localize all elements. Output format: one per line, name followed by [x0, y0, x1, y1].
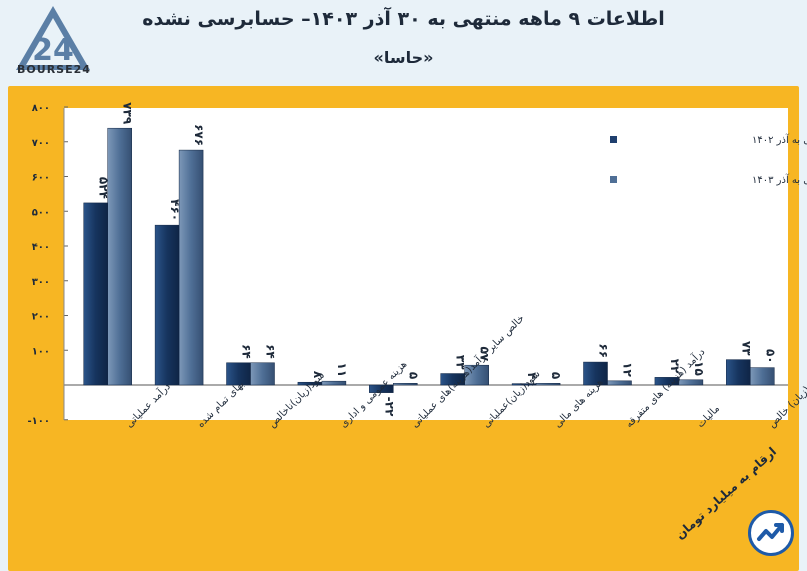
y-tick-label: ۳۰۰: [32, 277, 50, 288]
y-tick-label: -۱۰۰: [28, 416, 50, 427]
y-tick-label: ۸۰۰: [32, 103, 50, 114]
data-label: ۵: [406, 372, 420, 379]
trend-brand-icon: [748, 510, 794, 556]
legend-swatch-1402: [610, 136, 617, 143]
bar-1402-2: [154, 224, 180, 386]
data-label: ۵۰: [763, 349, 777, 364]
data-label: ۶۴: [264, 344, 278, 359]
data-label: ۵۲۴: [97, 177, 111, 199]
bar-1403-10: [750, 367, 775, 386]
page-title: اطلاعات ۹ ماهه منتهی به ۳۰ آذر ۱۴۰۳– حسا…: [142, 8, 665, 30]
header: 24 BOURSE24 اطلاعات ۹ ماهه منتهی به ۳۰ آ…: [0, 0, 807, 86]
data-label: ۵: [549, 372, 563, 379]
bar-1402-1: [83, 202, 108, 386]
bar-1402-10: [726, 359, 751, 386]
bourse24-logo-icon: 24: [16, 6, 90, 70]
data-label: ۲۲: [668, 359, 682, 374]
bar-1403-4: [321, 380, 347, 386]
bar-1403-7: [535, 383, 561, 386]
bar-1403-3: [250, 362, 275, 386]
data-label: ۳۳: [454, 355, 468, 370]
page-subtitle: «حاسا»: [373, 48, 434, 67]
data-label: ۱۵: [692, 361, 706, 376]
data-label: ۷۳: [739, 341, 753, 356]
data-label: ۶۶: [597, 343, 611, 358]
data-label: ۶۷۶: [192, 124, 206, 146]
y-tick-label: ۲۰۰: [32, 312, 50, 323]
legend-label-1403: عملکرد منتهی به آذر ۱۴۰۳: [752, 173, 807, 186]
bar-1403-8: [607, 380, 632, 386]
y-tick-label: ۶۰۰: [32, 173, 50, 184]
data-label: ۴: [525, 372, 539, 379]
bar-1402-5: [369, 384, 394, 393]
logo-text: BOURSE24: [17, 63, 91, 76]
bar-1403-1: [107, 127, 132, 386]
bar-1403-9: [678, 379, 704, 386]
data-label: ۱۱: [335, 363, 349, 378]
bar-1403-2: [178, 149, 204, 386]
data-label: ۵۷: [478, 347, 492, 362]
y-tick-label: ۴۰۰: [32, 242, 50, 253]
legend: عملکرد منتهی به آذر ۱۴۰۲ عملکرد منتهی به…: [610, 133, 807, 186]
legend-swatch-1403: [610, 176, 617, 183]
y-tick-label: ۵۰۰: [32, 207, 50, 218]
bar-1403-6: [464, 364, 489, 386]
y-tick-label: ۱۰۰: [32, 346, 50, 357]
bar-1402-8: [583, 361, 608, 386]
data-label: ۴۶۰: [168, 199, 182, 221]
data-label: ۸: [311, 371, 325, 379]
svg-text:24: 24: [32, 33, 74, 68]
legend-label-1402: عملکرد منتهی به آذر ۱۴۰۲: [752, 133, 807, 146]
data-label: ۷۳۹: [121, 102, 135, 125]
y-tick-label: ۷۰۰: [32, 138, 50, 149]
data-label: ۶۴: [240, 344, 254, 359]
data-label: -۲۲: [382, 397, 396, 417]
data-label: ۱۲: [621, 362, 635, 377]
bar-1403-5: [393, 383, 418, 386]
